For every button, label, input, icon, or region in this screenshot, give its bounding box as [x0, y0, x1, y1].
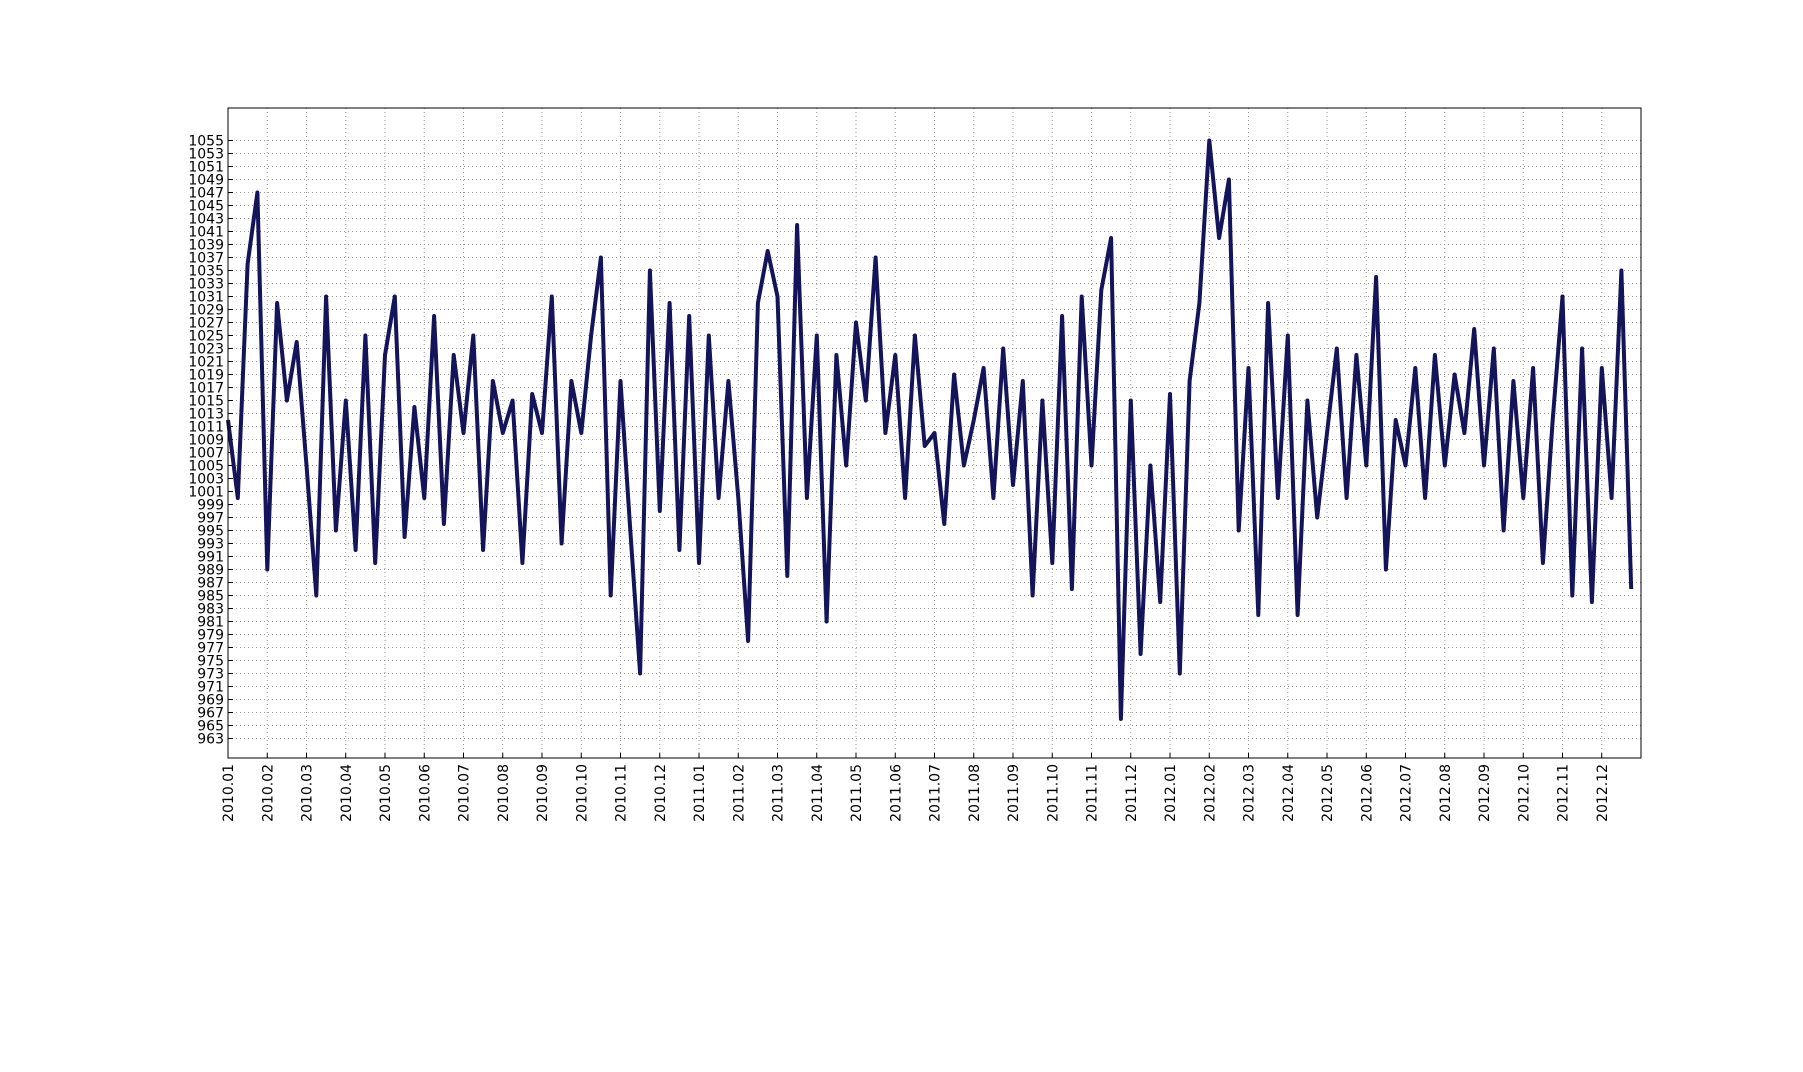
x-tick-label: 2011.07 [928, 764, 944, 822]
x-tick-label: 2010.04 [339, 764, 355, 822]
y-tick-label: 1043 [188, 212, 224, 228]
x-tick-label: 2010.07 [457, 764, 473, 822]
y-tick-label: 1027 [188, 316, 224, 332]
x-tick-label: 2011.09 [1006, 764, 1022, 822]
x-tick-label: 2011.12 [1124, 764, 1140, 822]
y-tick-label: 1037 [188, 251, 224, 267]
x-tick-label: 2010.09 [535, 764, 551, 822]
x-tick-label: 2012.05 [1320, 764, 1336, 822]
plot-frame [227, 107, 1642, 759]
y-tick-label: 987 [197, 576, 224, 592]
y-tick-label: 1045 [188, 199, 224, 215]
y-tick-label: 983 [197, 602, 224, 618]
y-tick-label: 969 [197, 693, 224, 709]
y-tick-label: 993 [197, 537, 224, 553]
x-tick-label: 2012.10 [1516, 764, 1532, 822]
x-tick-label: 2010.08 [496, 764, 512, 822]
y-tick-label: 1007 [188, 446, 224, 462]
y-tick-label: 973 [197, 667, 224, 683]
x-tick-label: 2011.11 [1085, 764, 1101, 822]
y-tick-label: 997 [197, 511, 224, 527]
x-tick-label: 2010.06 [417, 764, 433, 822]
y-tick-label: 975 [197, 654, 224, 670]
y-tick-label: 1003 [188, 472, 224, 488]
y-tick-label: 1053 [188, 147, 224, 163]
y-tick-label: 979 [197, 628, 224, 644]
x-tick-label: 2011.05 [849, 764, 865, 822]
y-tick-label: 981 [197, 615, 224, 631]
x-tick-label: 2011.04 [810, 764, 826, 822]
y-tick-label: 999 [197, 498, 224, 514]
y-tick-label: 967 [197, 706, 224, 722]
x-tick-label: 2010.11 [614, 764, 630, 822]
x-tick-label: 2012.02 [1202, 764, 1218, 822]
y-tick-label: 991 [197, 550, 224, 566]
y-tick-label: 1015 [188, 394, 224, 410]
y-tick-label: 1033 [188, 277, 224, 293]
x-tick-label: 2012.12 [1595, 764, 1611, 822]
y-tick-label: 1055 [188, 134, 224, 150]
x-tick-label: 2011.10 [1045, 764, 1061, 822]
y-tick-label: 963 [197, 732, 224, 748]
x-tick-label: 2010.12 [653, 764, 669, 822]
x-tick-label: 2012.03 [1242, 764, 1258, 822]
x-tick-label: 2012.04 [1281, 764, 1297, 822]
x-tick-label: 2011.08 [967, 764, 983, 822]
x-tick-label: 2011.06 [888, 764, 904, 822]
x-tick-label: 2011.02 [731, 764, 747, 822]
x-tick-label: 2010.10 [574, 764, 590, 822]
y-tick-label: 1047 [188, 186, 224, 202]
y-tick-label: 1009 [188, 433, 224, 449]
y-tick-label: 977 [197, 641, 224, 657]
y-tick-label: 1051 [188, 160, 224, 176]
x-tick-label: 2012.08 [1438, 764, 1454, 822]
data-line [226, 138, 1634, 721]
y-tick-label: 1011 [188, 420, 224, 436]
y-tick-label: 1021 [188, 355, 224, 371]
y-tick-label: 1017 [188, 381, 224, 397]
y-tick-label: 1035 [188, 264, 224, 280]
y-tick-label: 995 [197, 524, 224, 540]
y-tick-label: 965 [197, 719, 224, 735]
x-tick-label: 2012.07 [1399, 764, 1415, 822]
x-tick-label: 2011.03 [771, 764, 787, 822]
y-tick-label: 1025 [188, 329, 224, 345]
x-tick-label: 2010.02 [260, 764, 276, 822]
y-tick-label: 1023 [188, 342, 224, 358]
y-tick-label: 1031 [188, 290, 224, 306]
y-tick-label: 985 [197, 589, 224, 605]
x-tick-label: 2012.09 [1477, 764, 1493, 822]
x-tick-label: 2010.01 [221, 764, 237, 822]
x-tick-label: 2012.06 [1359, 764, 1375, 822]
x-tick-label: 2011.01 [692, 764, 708, 822]
y-tick-label: 1039 [188, 238, 224, 254]
y-tick-label: 1013 [188, 407, 224, 423]
y-tick-label: 989 [197, 563, 224, 579]
y-tick-label: 1019 [188, 368, 224, 384]
y-tick-label: 1041 [188, 225, 224, 241]
y-tick-label: 1049 [188, 173, 224, 189]
x-tick-label: 2012.01 [1163, 764, 1179, 822]
x-tick-label: 2012.11 [1556, 764, 1572, 822]
y-tick-label: 1029 [188, 303, 224, 319]
y-tick-label: 1005 [188, 459, 224, 475]
y-tick-label: 1001 [188, 485, 224, 501]
y-tick-label: 971 [197, 680, 224, 696]
x-tick-label: 2010.05 [378, 764, 394, 822]
x-tick-label: 2010.03 [300, 764, 316, 822]
